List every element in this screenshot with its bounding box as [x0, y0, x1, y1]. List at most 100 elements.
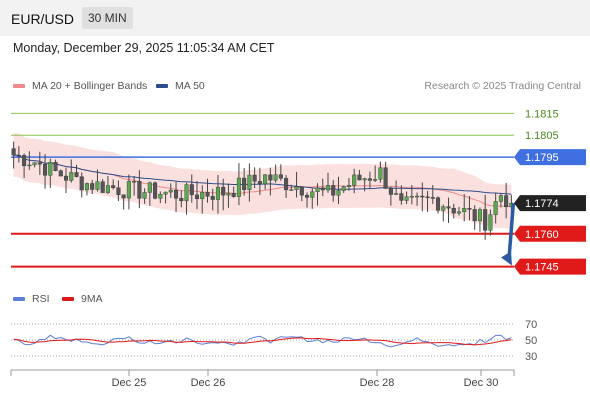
candle — [352, 174, 357, 186]
candle — [111, 185, 116, 188]
candle — [132, 180, 137, 183]
candle — [153, 182, 158, 199]
candle — [22, 155, 27, 167]
price-tag-1.1795-text: 1.1795 — [525, 152, 559, 164]
candle — [63, 175, 69, 181]
candle — [121, 194, 126, 199]
candle — [273, 174, 278, 181]
price-tag-current-bg — [514, 195, 586, 212]
price-label-1.1815: 1.1815 — [525, 108, 559, 120]
legend-ma50-swatch — [156, 84, 168, 88]
candle — [179, 198, 184, 202]
candle — [84, 183, 90, 191]
ma50-line — [13, 154, 512, 195]
candle — [147, 182, 152, 193]
price-tag-1.1760-text: 1.1760 — [525, 229, 559, 241]
candle — [257, 181, 262, 185]
price-tag-1.1745: 1.1745 — [514, 258, 586, 275]
candle — [16, 154, 21, 157]
candle — [441, 206, 446, 211]
candle — [415, 195, 420, 198]
rsi-tick-50: 50 — [525, 335, 537, 347]
candle — [142, 192, 147, 199]
candle — [189, 184, 194, 196]
candle — [200, 192, 205, 200]
price-label-1.1805: 1.1805 — [525, 130, 559, 142]
candle — [252, 174, 257, 182]
rsi-tick-30: 30 — [525, 351, 537, 363]
candle — [268, 174, 273, 181]
candle — [456, 211, 462, 214]
candle — [236, 177, 241, 197]
candle — [373, 179, 378, 181]
candle — [362, 178, 367, 181]
chart-datetime: Monday, December 29, 2025 11:05:34 AM CE… — [13, 41, 275, 55]
legend-ma50-label: MA 50 — [175, 80, 205, 92]
candle — [100, 181, 105, 193]
candle — [294, 186, 299, 190]
price-tag-current: 1.1774 — [514, 195, 586, 212]
chart-header: EUR/USD 30 MIN — [0, 0, 590, 36]
forecast-arrow — [507, 203, 516, 259]
candle — [498, 195, 503, 202]
candle — [483, 209, 488, 231]
candle — [425, 196, 430, 199]
candle — [284, 178, 289, 191]
candle — [137, 180, 142, 199]
forecast-arrow-head — [501, 251, 512, 266]
candle — [451, 207, 456, 214]
candle — [435, 197, 441, 211]
candle — [168, 189, 173, 193]
candle — [493, 201, 498, 215]
candle — [446, 206, 451, 209]
candle — [221, 186, 226, 196]
price-tag-1.1745-text: 1.1745 — [525, 262, 559, 274]
candle — [367, 178, 372, 181]
candle — [231, 193, 236, 197]
candle — [48, 162, 53, 176]
candle — [462, 208, 467, 213]
candle — [477, 209, 482, 222]
candle — [79, 176, 84, 191]
candle — [184, 184, 189, 202]
legend-ma50: MA 50 — [156, 80, 205, 92]
candle — [58, 170, 63, 177]
candle — [278, 174, 283, 179]
candle — [116, 187, 121, 195]
candle — [394, 193, 399, 195]
x-tick-label: Dec 30 — [464, 377, 499, 389]
price-tag-1.1795: 1.1795 — [514, 149, 586, 166]
candle — [27, 164, 32, 167]
legend-rsi: RSI — [13, 293, 50, 305]
candle — [32, 162, 37, 166]
candle — [383, 167, 388, 189]
candle — [404, 196, 409, 201]
candle — [43, 163, 48, 176]
candle — [409, 195, 414, 198]
legend-9ma: 9MA — [62, 293, 103, 305]
candle — [289, 189, 294, 191]
candle — [205, 192, 210, 197]
candle — [331, 185, 336, 196]
rsi-9ma-line — [13, 337, 512, 346]
candle — [430, 197, 435, 199]
candle — [336, 190, 341, 196]
price-tag-1.1745-bg — [514, 258, 586, 275]
candle — [399, 193, 404, 201]
rsi-line — [13, 334, 512, 348]
candle — [105, 185, 110, 193]
x-tick-label: Dec 25 — [112, 377, 147, 389]
candle — [341, 186, 346, 191]
candle — [420, 195, 425, 198]
candle — [215, 186, 220, 200]
candle — [310, 191, 315, 198]
candle — [242, 177, 247, 190]
candle — [37, 162, 42, 165]
candle — [378, 167, 383, 180]
candle — [210, 196, 215, 200]
candle — [247, 174, 252, 190]
legend-ma20-label: MA 20 + Bollinger Bands — [32, 80, 148, 92]
x-tick-label: Dec 26 — [191, 377, 226, 389]
timeframe-badge[interactable]: 30 MIN — [82, 7, 133, 29]
